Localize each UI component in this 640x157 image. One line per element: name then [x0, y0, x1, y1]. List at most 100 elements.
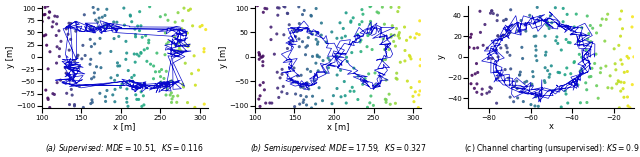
Point: [365, 102, 375, 104]
X-axis label: x: x: [549, 122, 554, 131]
Point: [170, 21, 180, 23]
Point: [605, 75, 615, 77]
Point: [166, 101, 177, 104]
Point: [85, 63, 95, 66]
X-axis label: x [m]: x [m]: [113, 122, 136, 131]
Point: [501, 44, 511, 47]
Point: [136, 24, 146, 27]
Point: [258, 60, 268, 63]
Point: [43, 98, 53, 101]
Point: [278, 5, 289, 8]
Point: [545, 15, 556, 17]
Point: [601, 18, 611, 21]
Point: [255, 105, 265, 108]
Point: [505, 54, 515, 57]
Point: [309, 79, 319, 82]
Point: [148, 77, 159, 80]
Point: [391, 77, 401, 80]
Point: [326, 31, 337, 33]
Point: [197, 24, 207, 27]
Point: [401, 39, 412, 42]
Point: [136, 51, 146, 54]
Point: [177, 83, 188, 85]
Point: [470, 73, 481, 75]
Point: [134, 55, 144, 57]
Point: [571, 13, 581, 15]
Point: [563, 41, 573, 44]
Point: [506, 68, 516, 70]
Point: [357, 8, 367, 11]
Point: [177, 28, 187, 30]
Point: [370, 72, 380, 74]
Point: [90, 19, 100, 21]
Point: [409, 100, 419, 103]
Point: [625, 47, 635, 49]
Point: [469, 47, 479, 50]
Point: [66, 22, 76, 25]
Point: [39, 14, 49, 16]
Point: [273, 87, 283, 89]
Point: [161, 43, 172, 45]
Point: [291, 35, 301, 38]
Point: [271, 33, 282, 35]
Point: [390, 102, 401, 105]
Point: [582, 89, 592, 91]
Point: [54, 47, 65, 50]
Point: [63, 33, 73, 35]
Point: [163, 41, 173, 43]
Point: [476, 31, 486, 34]
Point: [125, 15, 136, 17]
Point: [625, 106, 635, 109]
Point: [381, 101, 391, 104]
Point: [386, 6, 396, 8]
Point: [113, 62, 123, 64]
Point: [74, 85, 84, 87]
Point: [574, 53, 584, 56]
Point: [66, 88, 76, 91]
Point: [356, 39, 366, 41]
Point: [166, 92, 177, 94]
Point: [127, 20, 137, 23]
Point: [254, 54, 264, 56]
Point: [137, 105, 147, 108]
Point: [121, 58, 131, 61]
Point: [182, 45, 193, 48]
Point: [252, 4, 262, 7]
Point: [109, 100, 120, 103]
Point: [77, 58, 87, 60]
Point: [357, 20, 367, 23]
Point: [610, 62, 620, 65]
Point: [273, 6, 283, 9]
Point: [384, 93, 394, 95]
Point: [392, 78, 402, 80]
Point: [122, 101, 132, 103]
Point: [501, 18, 511, 21]
Point: [515, 71, 525, 73]
Point: [582, 15, 593, 17]
Point: [301, 95, 312, 98]
Point: [186, 8, 196, 10]
Point: [619, 81, 629, 84]
Point: [179, 7, 189, 9]
Point: [547, 22, 557, 24]
Point: [477, 88, 487, 90]
Point: [61, 28, 72, 30]
Point: [340, 35, 351, 38]
Point: [575, 102, 586, 104]
Point: [603, 13, 613, 15]
Point: [134, 10, 145, 13]
Point: [99, 26, 109, 28]
Point: [323, 67, 333, 69]
Point: [313, 70, 323, 72]
Point: [400, 60, 410, 62]
Point: [561, 38, 572, 41]
Point: [95, 37, 105, 40]
Point: [565, 41, 575, 44]
Point: [152, 52, 162, 54]
Point: [52, 15, 63, 18]
Point: [47, 26, 58, 28]
Point: [139, 104, 149, 106]
Point: [515, 74, 525, 76]
Point: [179, 86, 189, 88]
Point: [312, 55, 323, 58]
